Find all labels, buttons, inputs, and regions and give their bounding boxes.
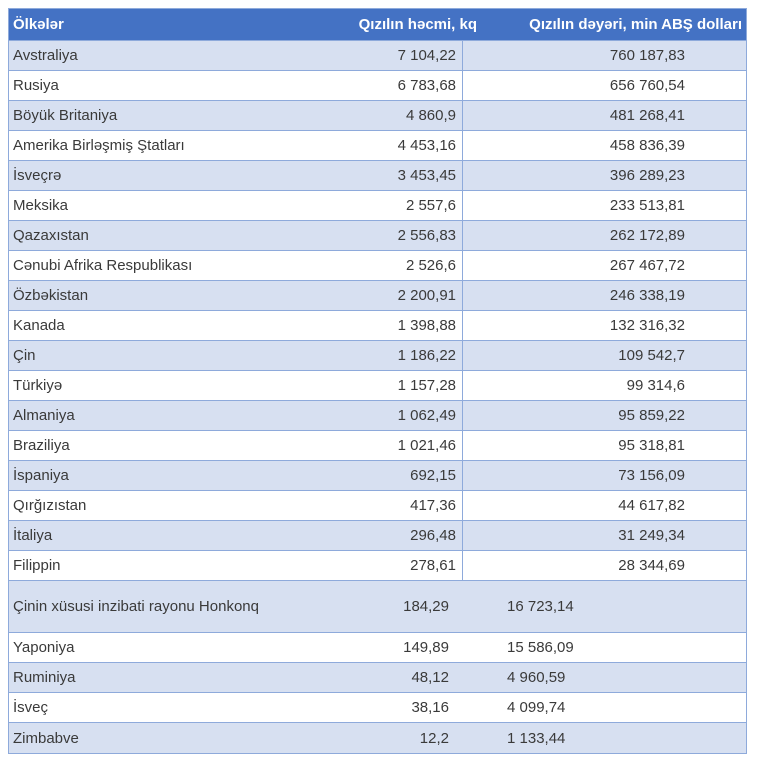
gold-value-cell: 31 249,34 — [618, 527, 685, 544]
gold-value-cell: 656 760,54 — [609, 77, 685, 94]
gold-value-cell: 99 314,6 — [626, 377, 685, 394]
gold-volume-cell: 184,29 — [403, 598, 449, 615]
country-cell: Çinin xüsusi inzibati rayonu Honkonq — [13, 598, 259, 615]
table-row: İsveç 38,16 4 099,74 — [9, 693, 746, 723]
country-cell: Yaponiya — [13, 639, 75, 656]
country-cell: Almaniya — [13, 407, 75, 424]
table-row: Özbəkistan 2 200,91 246 338,19 — [9, 281, 746, 311]
gold-volume-cell: 2 200,91 — [341, 281, 463, 310]
table-row: Çin 1 186,22 109 542,7 — [9, 341, 746, 371]
gold-volume-cell: 12,2 — [419, 729, 449, 747]
col-header-gold-volume: Qızılın həcmi, kq — [358, 16, 477, 33]
table-row: Avstraliya 7 104,22 760 187,83 — [9, 41, 746, 71]
gold-value-cell: 44 617,82 — [618, 497, 685, 514]
gold-value-cell: 246 338,19 — [609, 287, 685, 304]
gold-value-cell: 481 268,41 — [609, 107, 685, 124]
gold-value-cell: 16 723,14 — [507, 598, 574, 615]
gold-volume-cell: 38,16 — [411, 699, 449, 716]
country-cell: Ruminiya — [13, 669, 76, 686]
country-cell: Amerika Birləşmiş Ştatları — [13, 137, 185, 154]
country-cell: Zimbabve — [13, 729, 79, 747]
gold-by-country-table: Ölkələr Qızılın həcmi, kq Qızılın dəyəri… — [8, 8, 747, 754]
gold-value-cell: 233 513,81 — [609, 197, 685, 214]
gold-value-cell: 4 960,59 — [507, 669, 566, 686]
country-cell: İsveçrə — [13, 167, 62, 184]
country-cell: Türkiyə — [13, 377, 63, 394]
country-cell: Cənubi Afrika Respublikası — [13, 257, 193, 274]
gold-volume-cell: 417,36 — [341, 491, 463, 520]
table-row: Yaponiya 149,89 15 586,09 — [9, 633, 746, 663]
table-row: Almaniya 1 062,49 95 859,22 — [9, 401, 746, 431]
gold-volume-cell: 48,12 — [411, 669, 449, 686]
country-cell: Filippin — [13, 557, 61, 574]
page: Ölkələr Qızılın həcmi, kq Qızılın dəyəri… — [8, 8, 747, 754]
gold-volume-cell: 3 453,45 — [341, 161, 463, 190]
gold-value-cell: 262 172,89 — [609, 227, 685, 244]
gold-volume-cell: 692,15 — [341, 461, 463, 490]
gold-volume-cell: 6 783,68 — [341, 71, 463, 100]
table-row: Ruminiya 48,12 4 960,59 — [9, 663, 746, 693]
gold-value-cell: 132 316,32 — [609, 317, 685, 334]
gold-value-cell: 4 099,74 — [507, 699, 566, 716]
table-row: Zimbabve 12,2 1 133,44 — [9, 723, 746, 753]
gold-volume-cell: 1 398,88 — [341, 311, 463, 340]
gold-volume-cell: 2 557,6 — [341, 191, 463, 220]
gold-value-cell: 267 467,72 — [609, 257, 685, 274]
country-cell: Qırğızıstan — [13, 497, 87, 514]
country-cell: Özbəkistan — [13, 287, 89, 304]
table-row: Kanada 1 398,88 132 316,32 — [9, 311, 746, 341]
table-row: Qırğızıstan 417,36 44 617,82 — [9, 491, 746, 521]
country-cell: Braziliya — [13, 437, 70, 454]
table-row: İsveçrə 3 453,45 396 289,23 — [9, 161, 746, 191]
table-header-row: Ölkələr Qızılın həcmi, kq Qızılın dəyəri… — [9, 9, 746, 41]
country-cell: Kanada — [13, 317, 65, 334]
col-header-gold-value: Qızılın dəyəri, min ABŞ dolları — [529, 16, 742, 33]
gold-value-cell: 458 836,39 — [609, 137, 685, 154]
gold-volume-cell: 1 157,28 — [341, 371, 463, 400]
table-row: Çinin xüsusi inzibati rayonu Honkonq 184,… — [9, 581, 746, 633]
gold-value-cell: 396 289,23 — [609, 167, 685, 184]
table-row: Filippin 278,61 28 344,69 — [9, 551, 746, 581]
country-cell: Çin — [13, 347, 36, 364]
gold-value-cell: 28 344,69 — [618, 557, 685, 574]
country-cell: Rusiya — [13, 77, 59, 94]
country-cell: Böyük Britaniya — [13, 107, 118, 124]
gold-value-cell: 760 187,83 — [609, 47, 685, 64]
country-cell: Meksika — [13, 197, 69, 214]
gold-volume-cell: 4 453,16 — [341, 131, 463, 160]
gold-volume-cell: 1 021,46 — [341, 431, 463, 460]
table-row: Qazaxıstan 2 556,83 262 172,89 — [9, 221, 746, 251]
table-row: Cənubi Afrika Respublikası 2 526,6 267 467… — [9, 251, 746, 281]
country-cell: Qazaxıstan — [13, 227, 89, 244]
table-row: Türkiyə 1 157,28 99 314,6 — [9, 371, 746, 401]
gold-volume-cell: 1 186,22 — [341, 341, 463, 370]
country-cell: Avstraliya — [13, 47, 78, 64]
country-cell: İspaniya — [13, 467, 69, 484]
gold-value-cell: 109 542,7 — [618, 347, 685, 364]
gold-volume-cell: 4 860,9 — [341, 101, 463, 130]
country-cell: İtaliya — [13, 527, 53, 544]
gold-volume-cell: 2 526,6 — [341, 251, 463, 280]
gold-value-cell: 73 156,09 — [618, 467, 685, 484]
country-cell: İsveç — [13, 699, 49, 716]
table-row: İspaniya 692,15 73 156,09 — [9, 461, 746, 491]
table-row: Amerika Birləşmiş Ştatları 4 453,16 458 83… — [9, 131, 746, 161]
gold-value-cell: 95 859,22 — [618, 407, 685, 424]
gold-volume-cell: 149,89 — [403, 639, 449, 656]
gold-volume-cell: 7 104,22 — [341, 41, 463, 70]
gold-volume-cell: 1 062,49 — [341, 401, 463, 430]
col-header-country: Ölkələr — [13, 16, 64, 33]
gold-value-cell: 15 586,09 — [507, 639, 574, 656]
gold-value-cell: 95 318,81 — [618, 437, 685, 454]
table-body: Avstraliya 7 104,22 760 187,83 Rusiya 6 783,… — [9, 41, 746, 753]
gold-volume-cell: 278,61 — [341, 551, 463, 580]
gold-value-cell: 1 133,44 — [507, 729, 566, 747]
gold-volume-cell: 2 556,83 — [341, 221, 463, 250]
table-row: İtaliya 296,48 31 249,34 — [9, 521, 746, 551]
table-row: Meksika 2 557,6 233 513,81 — [9, 191, 746, 221]
table-row: Rusiya 6 783,68 656 760,54 — [9, 71, 746, 101]
table-row: Böyük Britaniya 4 860,9 481 268,41 — [9, 101, 746, 131]
table-row: Braziliya 1 021,46 95 318,81 — [9, 431, 746, 461]
gold-volume-cell: 296,48 — [341, 521, 463, 550]
